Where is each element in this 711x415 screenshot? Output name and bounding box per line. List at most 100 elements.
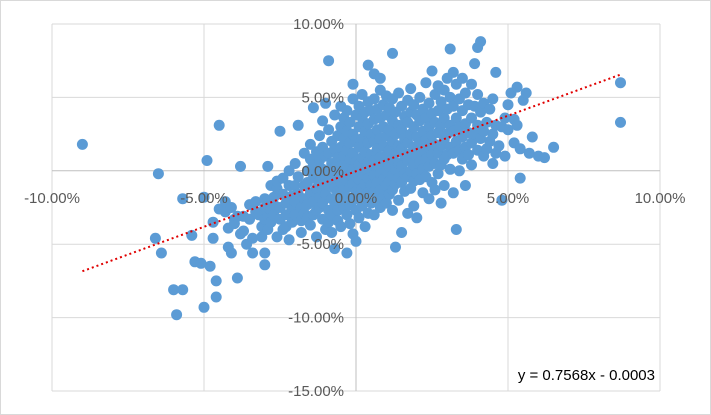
data-point — [438, 84, 450, 96]
data-point — [247, 247, 259, 259]
data-point — [469, 58, 481, 70]
data-point — [511, 119, 523, 131]
data-point — [423, 97, 435, 109]
data-point — [256, 231, 268, 243]
data-point — [329, 109, 341, 121]
data-point — [201, 155, 213, 166]
data-point — [168, 284, 180, 296]
data-point — [393, 87, 405, 99]
data-point — [466, 159, 477, 171]
data-point — [304, 219, 316, 231]
data-point — [387, 47, 398, 59]
data-point — [411, 212, 423, 224]
data-point — [238, 225, 249, 237]
data-point — [262, 160, 274, 172]
data-point — [435, 96, 447, 108]
data-point — [356, 89, 368, 100]
data-point — [426, 65, 438, 77]
y-tick-label: -5.00% — [296, 236, 344, 253]
data-point — [435, 197, 447, 209]
data-point — [475, 36, 487, 48]
data-point — [314, 130, 325, 142]
trendline-equation: y = 0.7568x - 0.0003 — [518, 367, 655, 384]
x-tick-label: 0.00% — [335, 190, 378, 207]
data-point — [210, 275, 222, 287]
data-point — [207, 232, 219, 244]
data-point — [447, 66, 459, 78]
data-point — [429, 184, 441, 196]
data-point — [198, 301, 210, 313]
data-point — [390, 241, 401, 253]
x-tick-label: -10.00% — [24, 190, 80, 207]
data-point — [344, 116, 356, 128]
data-point — [259, 259, 271, 271]
data-point — [478, 125, 490, 137]
data-point — [374, 72, 386, 84]
data-point — [487, 158, 499, 169]
data-point — [244, 213, 256, 225]
data-point — [250, 196, 262, 208]
y-tick-labels: 10.00% 5.00% 0.00% -5.00% -10.00% -15.00% — [288, 16, 344, 400]
y-tick-label: 5.00% — [301, 89, 344, 106]
data-point — [247, 232, 259, 244]
data-point — [514, 143, 526, 155]
y-tick-label: 10.00% — [293, 16, 344, 33]
data-point — [274, 125, 286, 137]
data-point — [259, 247, 271, 259]
data-point — [329, 243, 341, 255]
data-point — [341, 209, 353, 221]
data-point — [283, 165, 295, 177]
data-point — [231, 272, 243, 284]
data-point — [502, 99, 514, 111]
data-point — [341, 105, 353, 117]
data-point — [387, 204, 398, 216]
data-point — [289, 180, 301, 191]
data-point — [326, 227, 338, 238]
data-point — [408, 200, 420, 212]
data-point — [423, 193, 435, 205]
y-tick-label: 0.00% — [301, 163, 344, 180]
data-point — [311, 231, 322, 243]
data-point — [466, 137, 477, 149]
data-point — [514, 172, 526, 184]
data-point — [450, 224, 462, 235]
data-point — [487, 93, 499, 105]
data-point — [213, 119, 225, 131]
data-point — [405, 83, 417, 95]
data-point — [177, 193, 189, 205]
data-point — [335, 221, 347, 233]
data-point — [408, 99, 420, 111]
data-point — [526, 131, 538, 143]
data-point — [539, 152, 550, 164]
data-point — [475, 106, 487, 118]
data-point — [499, 150, 511, 162]
data-point — [444, 163, 456, 175]
data-point — [438, 112, 450, 124]
data-point — [444, 91, 456, 103]
data-point — [341, 247, 353, 259]
data-point — [432, 168, 444, 180]
data-point — [429, 89, 441, 100]
data-point — [76, 138, 88, 150]
data-point — [292, 171, 304, 183]
data-point — [353, 212, 365, 224]
data-point — [177, 284, 189, 296]
data-point — [432, 105, 444, 117]
data-point — [271, 231, 283, 243]
data-point — [420, 77, 432, 89]
data-point — [466, 112, 477, 124]
trendline-group — [82, 73, 621, 273]
data-point — [487, 128, 499, 140]
x-tick-label: 10.00% — [635, 190, 686, 207]
data-point — [456, 72, 468, 84]
data-point — [155, 247, 167, 259]
data-point — [362, 59, 374, 71]
data-point — [466, 78, 477, 90]
data-point — [152, 168, 164, 180]
data-point — [459, 180, 471, 191]
data-point — [323, 55, 335, 67]
data-point — [304, 138, 316, 150]
data-point — [447, 187, 459, 199]
